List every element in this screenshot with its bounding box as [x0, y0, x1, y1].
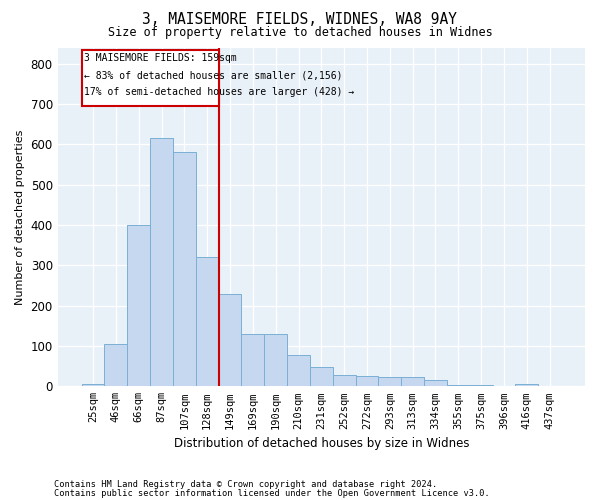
Bar — [515, 384, 538, 386]
Bar — [379, 376, 401, 386]
Bar — [264, 334, 287, 386]
Text: ← 83% of detached houses are smaller (2,156): ← 83% of detached houses are smaller (2,… — [84, 70, 343, 80]
Text: Size of property relative to detached houses in Widnes: Size of property relative to detached ho… — [107, 26, 493, 39]
Bar — [287, 355, 310, 386]
Bar — [196, 257, 218, 386]
Bar — [127, 225, 150, 386]
Bar — [401, 378, 424, 386]
X-axis label: Distribution of detached houses by size in Widnes: Distribution of detached houses by size … — [173, 437, 469, 450]
Bar — [218, 294, 241, 386]
Bar — [82, 384, 104, 386]
Bar — [356, 376, 379, 386]
Bar — [447, 385, 470, 386]
Bar — [241, 334, 264, 386]
Text: 3 MAISEMORE FIELDS: 159sqm: 3 MAISEMORE FIELDS: 159sqm — [84, 52, 236, 62]
FancyBboxPatch shape — [82, 50, 218, 106]
Bar — [310, 368, 333, 386]
Text: Contains public sector information licensed under the Open Government Licence v3: Contains public sector information licen… — [54, 488, 490, 498]
Bar — [104, 344, 127, 387]
Text: Contains HM Land Registry data © Crown copyright and database right 2024.: Contains HM Land Registry data © Crown c… — [54, 480, 437, 489]
Bar — [173, 152, 196, 386]
Text: 3, MAISEMORE FIELDS, WIDNES, WA8 9AY: 3, MAISEMORE FIELDS, WIDNES, WA8 9AY — [143, 12, 458, 28]
Bar — [150, 138, 173, 386]
Text: 17% of semi-detached houses are larger (428) →: 17% of semi-detached houses are larger (… — [84, 88, 354, 98]
Y-axis label: Number of detached properties: Number of detached properties — [15, 129, 25, 304]
Bar — [424, 380, 447, 386]
Bar — [333, 375, 356, 386]
